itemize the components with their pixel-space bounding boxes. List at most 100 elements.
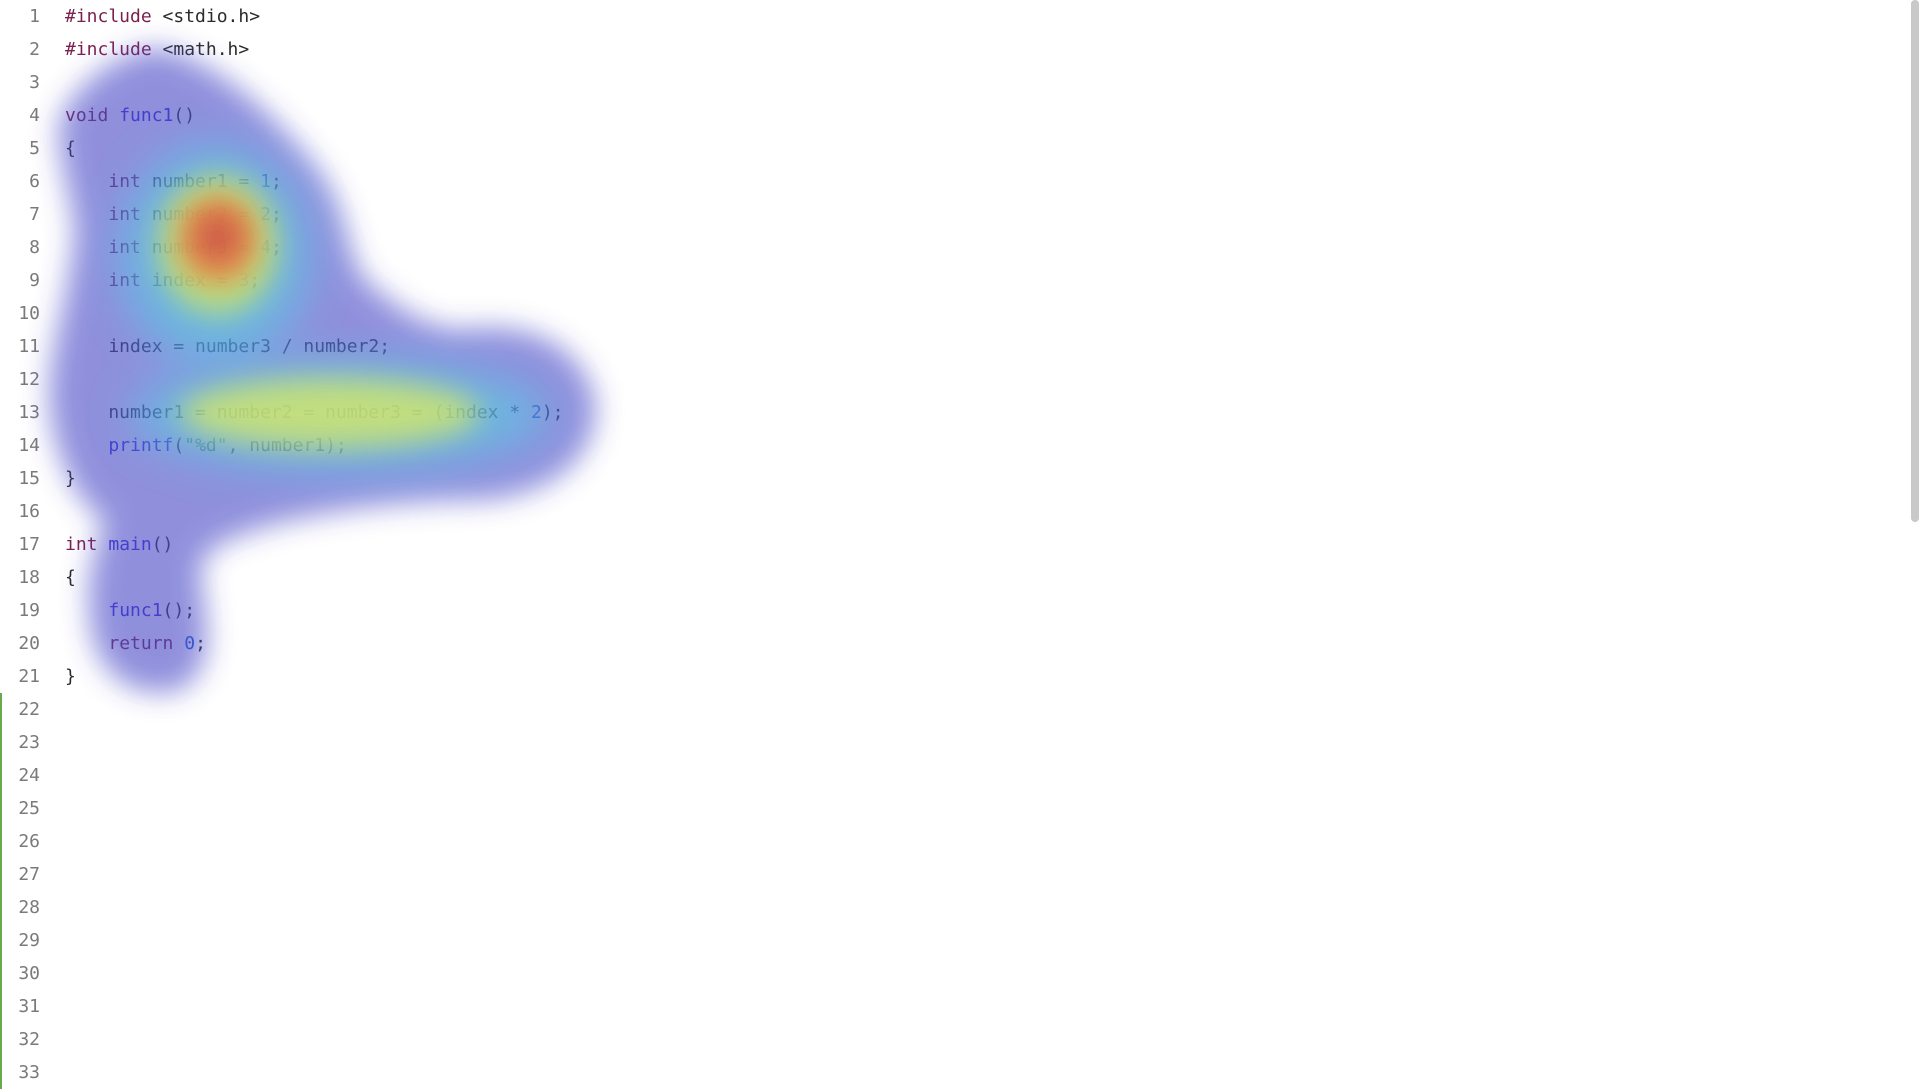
line-code[interactable]: printf("%d", number1); (65, 429, 346, 462)
code-token: ; (270, 204, 282, 225)
code-token: int (108, 270, 141, 291)
line-code[interactable]: { (65, 561, 76, 594)
line-code[interactable]: int number2 = 2; (65, 198, 282, 231)
code-line[interactable]: 3 (0, 66, 1910, 99)
code-line[interactable]: 7 int number2 = 2; (0, 198, 1910, 231)
change-indicator (0, 693, 2, 726)
line-number: 25 (18, 798, 40, 819)
code-line[interactable]: 10 (0, 297, 1910, 330)
line-number: 20 (18, 633, 40, 654)
code-token: { (65, 567, 76, 588)
code-line[interactable]: 28 (0, 891, 1910, 924)
code-token: main (108, 534, 152, 555)
code-token: #include (65, 39, 152, 60)
line-number: 31 (18, 996, 40, 1017)
code-line[interactable]: 27 (0, 858, 1910, 891)
code-line[interactable]: 32 (0, 1023, 1910, 1056)
line-code[interactable]: int number3 = 4; (65, 231, 282, 264)
code-token: int (65, 534, 98, 555)
code-line[interactable]: 24 (0, 759, 1910, 792)
code-line[interactable]: 29 (0, 924, 1910, 957)
change-indicator (0, 891, 2, 924)
code-token: () (151, 534, 174, 555)
code-token: (); (162, 600, 196, 621)
line-code[interactable]: index = number3 / number2; (65, 330, 390, 363)
line-number: 22 (18, 699, 40, 720)
code-token: ; (195, 633, 206, 654)
line-code[interactable]: #include <math.h> (65, 33, 249, 66)
code-line[interactable]: 12 (0, 363, 1910, 396)
code-token: int (108, 237, 141, 258)
line-code[interactable]: int main() (65, 528, 173, 561)
code-line[interactable]: 26 (0, 825, 1910, 858)
code-line[interactable]: 13 number1 = number2 = number3 = (index … (0, 396, 1910, 429)
code-token: number1 = number2 = number3 = (index * (65, 402, 531, 423)
line-code[interactable]: func1(); (65, 594, 195, 627)
code-line[interactable]: 20 return 0; (0, 627, 1910, 660)
code-token (98, 534, 109, 555)
line-number: 23 (18, 732, 40, 753)
code-line[interactable]: 23 (0, 726, 1910, 759)
line-number: 26 (18, 831, 40, 852)
code-line[interactable]: 14 printf("%d", number1); (0, 429, 1910, 462)
code-token: func1 (108, 600, 163, 621)
line-code[interactable]: } (65, 660, 76, 693)
line-number: 15 (18, 468, 40, 489)
line-number: 1 (29, 6, 40, 27)
line-number: 30 (18, 963, 40, 984)
change-indicator (0, 1056, 2, 1089)
code-line[interactable]: 9 int index = 3; (0, 264, 1910, 297)
change-indicator (0, 759, 2, 792)
code-line[interactable]: 1 #include <stdio.h> (0, 0, 1910, 33)
code-token: void (65, 105, 109, 126)
line-number: 24 (18, 765, 40, 786)
code-token (65, 633, 108, 654)
line-number: 14 (18, 435, 40, 456)
line-code[interactable]: number1 = number2 = number3 = (index * 2… (65, 396, 563, 429)
line-code[interactable]: { (65, 132, 76, 165)
line-number: 28 (18, 897, 40, 918)
change-indicator (0, 990, 2, 1023)
line-number: 5 (29, 138, 40, 159)
line-number: 21 (18, 666, 40, 687)
code-token (65, 204, 108, 225)
line-code[interactable]: void func1() (65, 99, 195, 132)
code-line[interactable]: 19 func1(); (0, 594, 1910, 627)
code-line[interactable]: 16 (0, 495, 1910, 528)
code-token: ( (173, 435, 185, 456)
code-line[interactable]: 18 { (0, 561, 1910, 594)
code-token: #include (65, 6, 152, 27)
code-line[interactable]: 22 (0, 693, 1910, 726)
line-number: 6 (29, 171, 40, 192)
line-number: 27 (18, 864, 40, 885)
code-token: ; (249, 270, 261, 291)
code-line[interactable]: 33 (0, 1056, 1910, 1089)
line-number: 3 (29, 72, 40, 93)
line-number: 33 (18, 1062, 40, 1083)
code-line[interactable]: 11 index = number3 / number2; (0, 330, 1910, 363)
code-line[interactable]: 17 int main() (0, 528, 1910, 561)
code-line[interactable]: 2 #include <math.h> (0, 33, 1910, 66)
code-line[interactable]: 4 void func1() (0, 99, 1910, 132)
code-line[interactable]: 5{ (0, 132, 1910, 165)
line-code[interactable]: #include <stdio.h> (65, 0, 260, 33)
code-token: ; (270, 237, 282, 258)
code-line[interactable]: 6 int number1 = 1; (0, 165, 1910, 198)
code-line[interactable]: 15} (0, 462, 1910, 495)
line-code[interactable]: } (65, 462, 76, 495)
code-line[interactable]: 21} (0, 660, 1910, 693)
vertical-scrollbar[interactable] (1911, 0, 1919, 522)
code-line[interactable]: 8 int number3 = 4; (0, 231, 1910, 264)
code-line[interactable]: 31 (0, 990, 1910, 1023)
line-code[interactable]: int number1 = 1; (65, 165, 281, 198)
line-code[interactable]: int index = 3; (65, 264, 260, 297)
code-line[interactable]: 25 (0, 792, 1910, 825)
code-token: { (65, 138, 76, 159)
code-token: () (173, 105, 196, 126)
code-line[interactable]: 30 (0, 957, 1910, 990)
line-code[interactable]: return 0; (65, 627, 206, 660)
change-indicator (0, 825, 2, 858)
code-token (65, 270, 108, 291)
line-number: 12 (18, 369, 40, 390)
